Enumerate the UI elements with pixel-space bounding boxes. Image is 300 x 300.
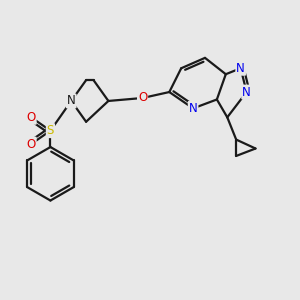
- Text: N: N: [242, 85, 251, 98]
- Text: N: N: [189, 102, 197, 115]
- Text: N: N: [67, 94, 76, 107]
- Text: S: S: [47, 124, 54, 137]
- Text: O: O: [138, 92, 147, 104]
- Text: O: O: [26, 138, 36, 151]
- Text: O: O: [26, 111, 36, 124]
- Text: N: N: [236, 62, 245, 75]
